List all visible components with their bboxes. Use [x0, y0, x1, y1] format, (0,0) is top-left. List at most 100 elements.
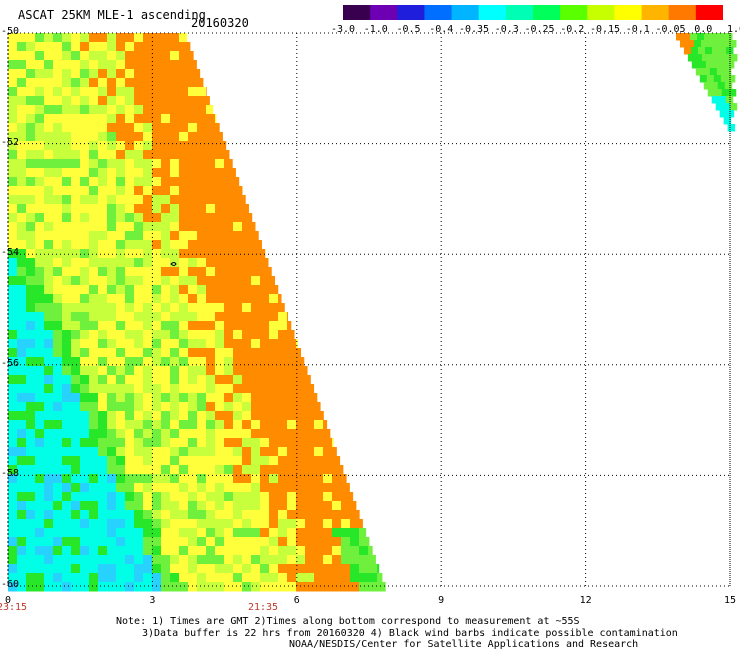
swath-cell — [197, 384, 207, 394]
swath-cell — [116, 429, 126, 439]
swath-cell — [296, 564, 306, 574]
swath-cell — [206, 240, 216, 250]
swath-cell — [215, 150, 225, 160]
swath-cell — [296, 519, 306, 529]
swath-cell — [188, 303, 198, 313]
swath-cell — [89, 267, 99, 277]
swath-cell — [53, 60, 63, 70]
swath-cell — [170, 438, 180, 448]
swath-cell — [116, 339, 126, 349]
swath-cell — [62, 438, 72, 448]
swath-cell — [44, 555, 54, 565]
swath-cell — [71, 285, 81, 295]
swath-cell — [251, 384, 261, 394]
swath-cell — [179, 546, 189, 556]
swath-cell — [161, 240, 171, 250]
swath-cell — [8, 303, 18, 313]
swath-cell — [53, 474, 63, 484]
swath-cell — [179, 204, 189, 214]
note-line-1: Note: 1) Times are GMT 2)Times along bot… — [116, 616, 580, 627]
latitude-label: -54 — [1, 247, 20, 259]
swath-cell — [197, 231, 207, 241]
swath-cell — [116, 42, 126, 52]
swath-cell — [728, 89, 737, 97]
swath-cell — [215, 519, 225, 529]
swath-cell — [71, 510, 81, 520]
swath-cell — [125, 258, 135, 268]
swath-cell — [206, 411, 216, 421]
swath-cell — [161, 483, 171, 493]
swath-cell — [206, 204, 216, 214]
swath-cell — [134, 456, 144, 466]
swath-cell — [305, 465, 315, 475]
swath-cell — [53, 267, 63, 277]
swath-cell — [116, 546, 126, 556]
swath-cell — [170, 402, 180, 412]
swath-cell — [152, 546, 162, 556]
swath-cell — [125, 240, 135, 250]
swath-cell — [206, 339, 216, 349]
swath-cell — [44, 582, 54, 592]
swath-cell — [125, 168, 135, 178]
swath-cell — [305, 402, 315, 412]
swath-cell — [242, 501, 252, 511]
swath-cell — [287, 483, 297, 493]
swath-cell — [161, 456, 171, 466]
swath-cell — [8, 537, 18, 547]
swath-cell — [143, 375, 153, 385]
swath-cell — [188, 195, 198, 205]
swath-cell — [98, 303, 108, 313]
swath-cell — [44, 150, 54, 160]
swath-cell — [8, 456, 18, 466]
swath-cell — [368, 582, 378, 592]
swath-cell — [296, 339, 298, 349]
swath-cell — [260, 240, 262, 250]
swath-cell — [161, 78, 171, 88]
swath-cell — [17, 573, 27, 583]
swath-cell — [80, 159, 90, 169]
swath-cell — [134, 582, 144, 592]
swath-cell — [17, 555, 27, 565]
swath-cell — [62, 132, 72, 142]
swath-cell — [251, 510, 261, 520]
swath-cell — [80, 348, 90, 358]
swath-cell — [179, 213, 189, 223]
swath-cell — [89, 438, 99, 448]
swath-cell — [8, 438, 18, 448]
swath-cell — [161, 33, 171, 43]
swath-cell — [314, 519, 324, 529]
swath-cell — [152, 483, 162, 493]
swath-cell — [242, 222, 252, 232]
swath-cell — [314, 564, 324, 574]
swath-cell — [152, 438, 162, 448]
swath-cell — [89, 114, 99, 124]
swath-cell — [296, 474, 306, 484]
swath-cell — [305, 546, 315, 556]
swath-cell — [206, 447, 216, 457]
swath-cell — [98, 222, 108, 232]
swath-cell — [17, 249, 27, 259]
swath-cell — [197, 294, 207, 304]
swath-cell — [179, 330, 189, 340]
swath-cell — [206, 123, 216, 133]
swath-cell — [134, 510, 144, 520]
swath-cell — [170, 204, 180, 214]
swath-cell — [278, 312, 288, 322]
swath-cell — [125, 411, 135, 421]
swath-cell — [170, 33, 180, 43]
swath-cell — [224, 546, 234, 556]
swath-cell — [53, 375, 63, 385]
swath-cell — [107, 312, 117, 322]
swath-cell — [134, 519, 144, 529]
swath-cell — [332, 582, 342, 592]
colorbar-label: -0.35 — [458, 24, 490, 35]
swath-cell — [323, 519, 333, 529]
swath-cell — [116, 33, 126, 43]
swath-cell — [251, 483, 261, 493]
swath-cell — [377, 564, 380, 574]
swath-cell — [278, 564, 288, 574]
swath-cell — [359, 555, 369, 565]
swath-cell — [26, 438, 36, 448]
swath-cell — [251, 411, 261, 421]
swath-cell — [197, 420, 207, 430]
